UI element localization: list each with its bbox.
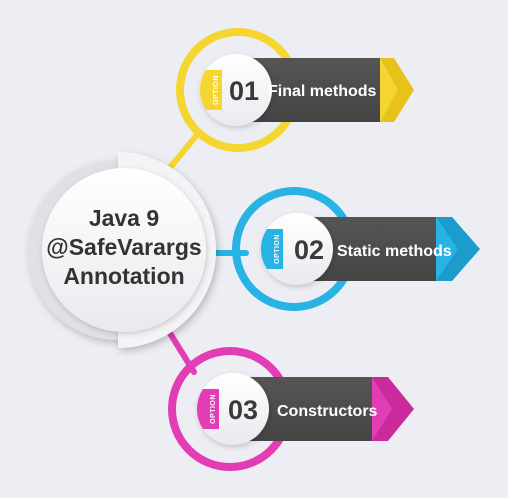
- center-title-line-3: Annotation: [63, 263, 184, 289]
- center-hub-disc: [42, 168, 206, 332]
- option-02: OPTION 02 Static methods: [232, 187, 480, 311]
- connector-01: [165, 133, 199, 173]
- option-03-number: 03: [228, 395, 258, 425]
- option-02-tag: OPTION: [274, 234, 281, 264]
- option-01: OPTION 01 Final methods: [176, 28, 414, 152]
- center-title-line-2: @SafeVarargs: [46, 234, 201, 260]
- option-01-arrow-notch: [380, 58, 414, 122]
- option-01-tag: OPTION: [213, 75, 220, 105]
- option-02-label: Static methods: [337, 243, 452, 260]
- option-03-label: Constructors: [277, 403, 378, 420]
- option-02-number: 02: [294, 235, 324, 265]
- option-01-label: Final methods: [268, 83, 377, 100]
- option-03-tag: OPTION: [210, 394, 217, 424]
- center-title-line-1: Java 9: [89, 205, 159, 231]
- option-02-badge-tab: [260, 229, 283, 269]
- center-hub: Java 9 @SafeVarargs Annotation: [28, 152, 216, 348]
- option-03-badge-tab: [196, 389, 219, 429]
- option-01-badge-tab: [199, 70, 222, 110]
- option-03: OPTION 03 Constructors: [168, 347, 414, 471]
- option-01-number: 01: [229, 76, 259, 106]
- option-01-arrow: [380, 58, 414, 122]
- option-02-arrow-notch: [436, 217, 480, 281]
- option-03-arrow-notch: [372, 377, 414, 441]
